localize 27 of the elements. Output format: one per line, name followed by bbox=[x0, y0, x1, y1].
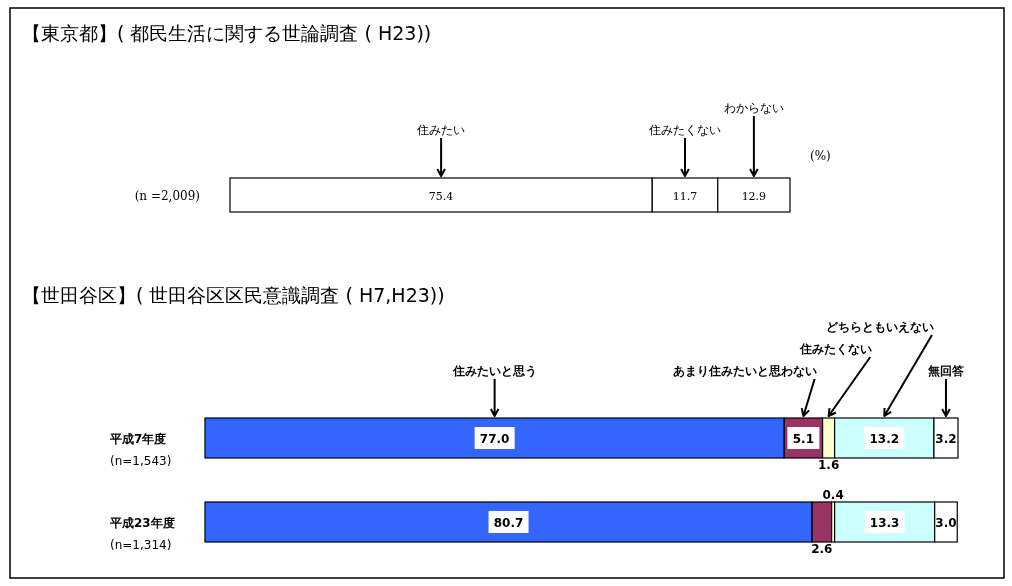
text: (%) bbox=[810, 149, 831, 163]
data-label: 12.9 bbox=[741, 190, 767, 203]
chart-title: 【東京都】( 都民生活に関する世論調査 ( H23)) bbox=[22, 22, 432, 44]
data-label: 3.0 bbox=[935, 516, 957, 530]
chart-title: 【世田谷区】( 世田谷区区民意識調査 ( H7,H23)) bbox=[22, 284, 445, 306]
data-label: 13.2 bbox=[869, 432, 900, 446]
text: 住みたい bbox=[416, 123, 466, 137]
data-label: 11.7 bbox=[672, 190, 698, 203]
data-label: 80.7 bbox=[493, 516, 524, 530]
data-label: 75.4 bbox=[428, 190, 454, 203]
y-tick-label: (n =2,009) bbox=[134, 189, 200, 203]
text: 住みたくない bbox=[799, 342, 873, 356]
text: どちらともいえない bbox=[825, 320, 934, 334]
data-label: 2.6 bbox=[811, 542, 833, 556]
text: 住みたくない bbox=[648, 123, 721, 137]
data-label: 3.2 bbox=[935, 432, 957, 446]
data-label: 5.1 bbox=[792, 432, 815, 446]
text: わからない bbox=[723, 101, 784, 115]
data-label: 0.4 bbox=[822, 488, 844, 502]
text: 無回答 bbox=[926, 364, 965, 378]
y-tick-label: 平成7年度 (n=1,543) bbox=[109, 432, 172, 468]
data-label: 1.6 bbox=[817, 458, 840, 472]
data-label: 13.3 bbox=[869, 516, 900, 530]
data-label: 77.0 bbox=[479, 432, 510, 446]
text: あまり住みたいと思わない bbox=[672, 364, 817, 378]
y-tick-label: 平成23年度 (n=1,314) bbox=[109, 516, 175, 552]
text: 住みたいと思う bbox=[451, 364, 537, 378]
